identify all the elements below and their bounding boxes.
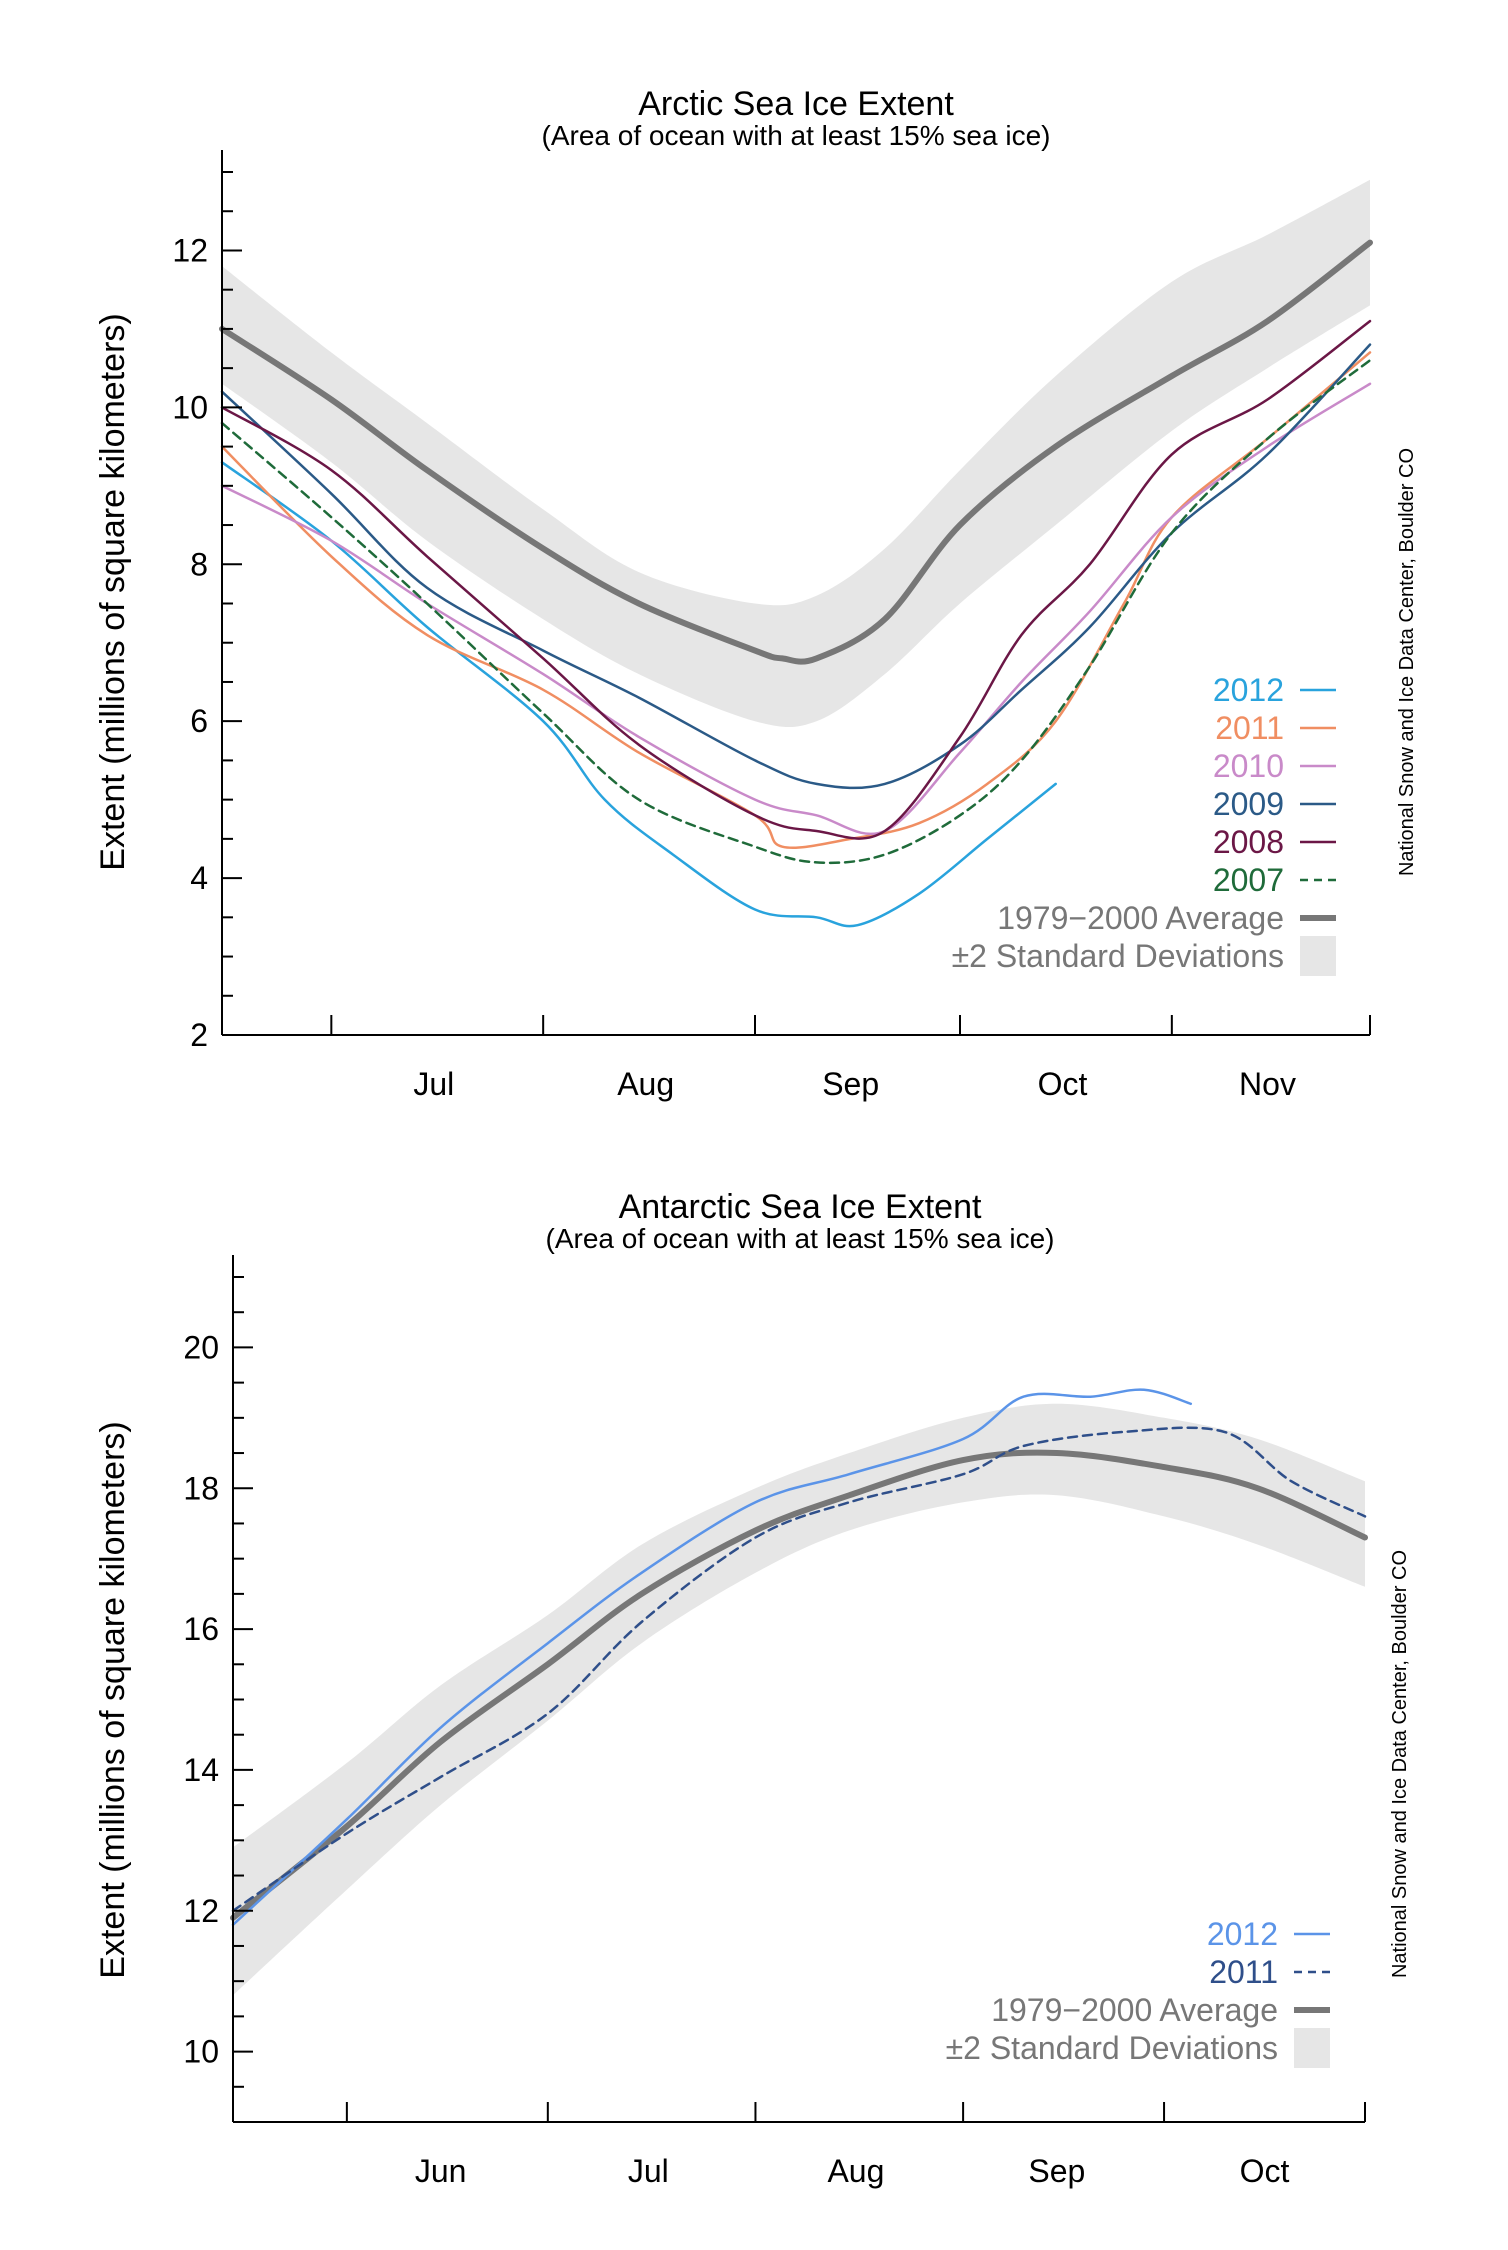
antarctic-y-tick-label: 20 <box>183 1329 219 1365</box>
antarctic-credit: National Snow and Ice Data Center, Bould… <box>1389 1550 1411 1978</box>
arctic-legend-label-2008: 2008 <box>1213 824 1284 860</box>
arctic-series-2007 <box>220 359 1372 865</box>
antarctic-y-tick-label: 10 <box>183 2034 219 2070</box>
arctic-legend-label-2010: 2010 <box>1213 748 1284 784</box>
arctic-y-tick-label: 10 <box>172 389 208 425</box>
arctic-legend-label-2007: 2007 <box>1213 862 1284 898</box>
antarctic-chart-title: Antarctic Sea Ice Extent <box>619 1188 982 1226</box>
antarctic-chart-subtitle: (Area of ocean with at least 15% sea ice… <box>546 1223 1055 1254</box>
arctic-legend-label-std-dev: ±2 Standard Deviations <box>952 938 1284 974</box>
arctic-x-tick-label: Nov <box>1239 1066 1296 1102</box>
arctic-y-tick-label: 12 <box>172 232 208 268</box>
arctic-chart: Arctic Sea Ice Extent (Area of ocean wit… <box>94 85 1418 1102</box>
antarctic-x-tick-label: Jul <box>628 2153 669 2189</box>
antarctic-y-tick-label: 12 <box>183 1893 219 1929</box>
antarctic-y-tick-label: 14 <box>183 1752 219 1788</box>
antarctic-y-axis-label: Extent (millions of square kilometers) <box>94 1421 132 1978</box>
arctic-y-tick-label: 2 <box>190 1017 208 1053</box>
antarctic-legend-label-std-dev: ±2 Standard Deviations <box>946 2030 1278 2066</box>
arctic-credit: National Snow and Ice Data Center, Bould… <box>1396 448 1418 876</box>
arctic-x-tick-label: Aug <box>617 1066 674 1102</box>
arctic-x-tick-label: Sep <box>822 1066 879 1102</box>
antarctic-x-tick-label: Jun <box>415 2153 467 2189</box>
arctic-y-tick-label: 4 <box>190 860 208 896</box>
antarctic-series-1979-2000-average <box>230 1449 1368 1921</box>
arctic-series-2012 <box>220 461 1057 928</box>
antarctic-legend-label-average: 1979−2000 Average <box>991 1992 1278 2028</box>
antarctic-std-dev-band <box>233 1403 1365 1996</box>
antarctic-x-tick-label: Aug <box>827 2153 884 2189</box>
arctic-legend-label-average: 1979−2000 Average <box>997 900 1284 936</box>
arctic-series-2008 <box>220 319 1372 840</box>
antarctic-series-2011 <box>231 1426 1367 1913</box>
arctic-legend-swatch-std-dev <box>1300 936 1336 976</box>
antarctic-legend-swatch-std-dev <box>1294 2028 1330 2068</box>
arctic-x-tick-label: Oct <box>1038 1066 1088 1102</box>
arctic-legend-label-2009: 2009 <box>1213 786 1284 822</box>
arctic-chart-subtitle: (Area of ocean with at least 15% sea ice… <box>542 120 1051 151</box>
antarctic-y-tick-label: 16 <box>183 1611 219 1647</box>
arctic-series-1979-2000-average <box>219 239 1373 665</box>
antarctic-legend-label-2012: 2012 <box>1207 1916 1278 1952</box>
antarctic-legend-label-2011: 2011 <box>1209 1954 1278 1990</box>
arctic-y-axis-label: Extent (millions of square kilometers) <box>94 313 132 870</box>
arctic-std-dev-band <box>222 179 1370 728</box>
antarctic-series-2012 <box>231 1388 1193 1927</box>
arctic-chart-title: Arctic Sea Ice Extent <box>638 85 954 123</box>
arctic-y-tick-label: 8 <box>190 546 208 582</box>
arctic-x-tick-label: Jul <box>413 1066 454 1102</box>
antarctic-x-tick-label: Sep <box>1028 2153 1085 2189</box>
arctic-legend-label-2012: 2012 <box>1213 672 1284 708</box>
antarctic-chart: Antarctic Sea Ice Extent (Area of ocean … <box>94 1188 1411 2189</box>
antarctic-x-tick-label: Oct <box>1240 2153 1290 2189</box>
antarctic-y-tick-label: 18 <box>183 1470 219 1506</box>
arctic-y-tick-label: 6 <box>190 703 208 739</box>
arctic-legend-label-2011: 2011 <box>1215 710 1284 746</box>
